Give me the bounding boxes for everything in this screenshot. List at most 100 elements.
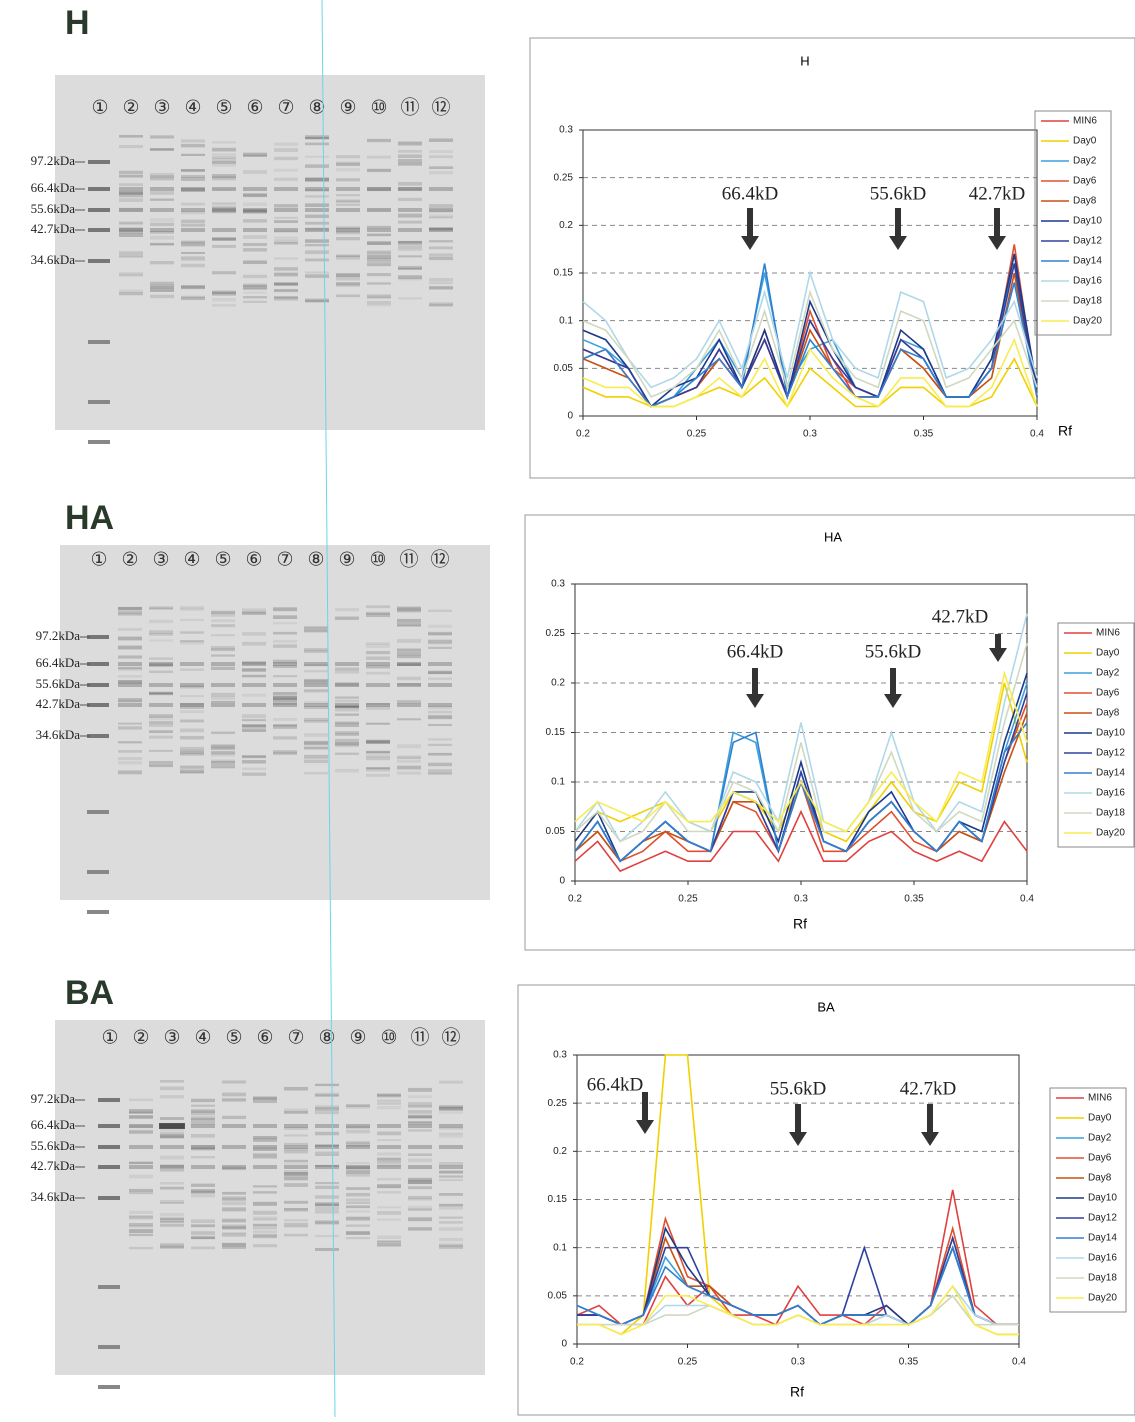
gel-band <box>335 706 359 709</box>
gel-band <box>118 645 142 650</box>
gel-band <box>118 607 142 610</box>
gel-band <box>191 1111 215 1116</box>
legend-label: Day20 <box>1073 316 1102 327</box>
gel-band <box>274 177 298 181</box>
gel-band <box>315 1235 339 1238</box>
gel-band <box>129 1165 153 1169</box>
gel-band <box>397 609 421 613</box>
gel-band <box>191 1145 215 1149</box>
gel-band <box>274 282 298 286</box>
gel-band <box>398 213 422 218</box>
gel-band <box>377 1191 401 1194</box>
gel-band <box>428 639 452 644</box>
gel-band <box>119 208 143 212</box>
gel-band <box>304 720 328 723</box>
gel-band <box>211 666 235 670</box>
legend-label: Day2 <box>1073 156 1097 167</box>
gel-band <box>305 239 329 243</box>
annotation: 55.6kD <box>770 1078 826 1099</box>
gel-band <box>222 1231 246 1235</box>
gel-band <box>428 639 452 644</box>
gel-band <box>274 289 298 292</box>
gel-band <box>429 187 453 191</box>
gel-band <box>181 297 205 301</box>
gel-band <box>305 258 329 262</box>
gel-band <box>304 740 328 745</box>
gel-band <box>439 1107 463 1111</box>
gel-band <box>315 1144 339 1147</box>
gel-band <box>181 169 205 173</box>
gel-band <box>346 1106 370 1109</box>
gel-band <box>439 1193 463 1196</box>
gel-band <box>439 1205 463 1210</box>
gel-band <box>284 1200 308 1204</box>
gel-band <box>428 703 452 707</box>
gel-band <box>118 726 142 730</box>
gel-band <box>274 271 298 276</box>
lane-label: ⑨ <box>338 549 355 571</box>
gel-band <box>304 733 328 737</box>
gel-band <box>222 1165 246 1169</box>
gel-band <box>274 267 298 271</box>
legend-label: Day0 <box>1088 1113 1112 1124</box>
series-line <box>582 337 1038 409</box>
gel-band <box>304 706 328 709</box>
gel-band <box>439 1145 463 1149</box>
gel-band <box>211 764 235 768</box>
gel-band <box>243 228 267 232</box>
gel-band <box>150 198 174 201</box>
gel-band <box>129 1215 153 1218</box>
arrow-shaft <box>895 208 901 238</box>
x-tick-label: 0.3 <box>791 1357 805 1368</box>
gel-band <box>191 1183 215 1187</box>
lane-label: ① <box>101 1027 118 1049</box>
gel-band <box>408 1180 432 1184</box>
gel-band <box>253 1234 277 1239</box>
gel-band <box>274 208 298 212</box>
gel-band <box>150 289 174 292</box>
gel-band <box>274 228 298 232</box>
marker-band <box>88 187 110 191</box>
gel-band <box>119 233 143 237</box>
gel-band <box>335 752 359 755</box>
gel-band <box>335 743 359 748</box>
gel-band <box>397 608 421 612</box>
gel-band <box>284 1127 308 1130</box>
gel-band <box>211 696 235 700</box>
gel-band <box>253 1154 277 1159</box>
gel-band <box>336 155 360 159</box>
gel-band <box>428 769 452 773</box>
gel-band <box>273 701 297 705</box>
gel-band <box>346 1236 370 1240</box>
gel-band <box>315 1083 339 1087</box>
gel-band <box>253 1135 277 1139</box>
gel-band <box>222 1233 246 1237</box>
gel-band <box>367 168 391 172</box>
gel-band <box>428 772 452 775</box>
gel-band <box>366 767 390 770</box>
marker-band <box>88 400 110 404</box>
gel-band <box>439 1178 463 1182</box>
gel-band <box>191 1118 215 1121</box>
y-tick-label: 0.05 <box>554 363 574 374</box>
gel-band <box>439 1132 463 1135</box>
gel-band <box>367 296 391 299</box>
gel-band <box>212 141 236 144</box>
gel-band <box>242 641 266 646</box>
gel-band <box>377 1240 401 1243</box>
gel-band <box>211 760 235 765</box>
gel-band <box>346 1201 370 1204</box>
gel-band <box>222 1080 246 1084</box>
gel-band <box>367 241 391 245</box>
gel-band <box>429 281 453 285</box>
gel-band <box>180 769 204 774</box>
gel-band <box>212 209 236 214</box>
gel-band <box>191 1120 215 1125</box>
gel-band <box>273 607 297 612</box>
y-tick-label: 0.15 <box>546 727 566 738</box>
legend-label: Day14 <box>1096 768 1125 779</box>
gel-band <box>191 1193 215 1198</box>
gel-band <box>222 1207 246 1212</box>
gel-band <box>274 282 298 286</box>
gel-band <box>366 706 390 710</box>
